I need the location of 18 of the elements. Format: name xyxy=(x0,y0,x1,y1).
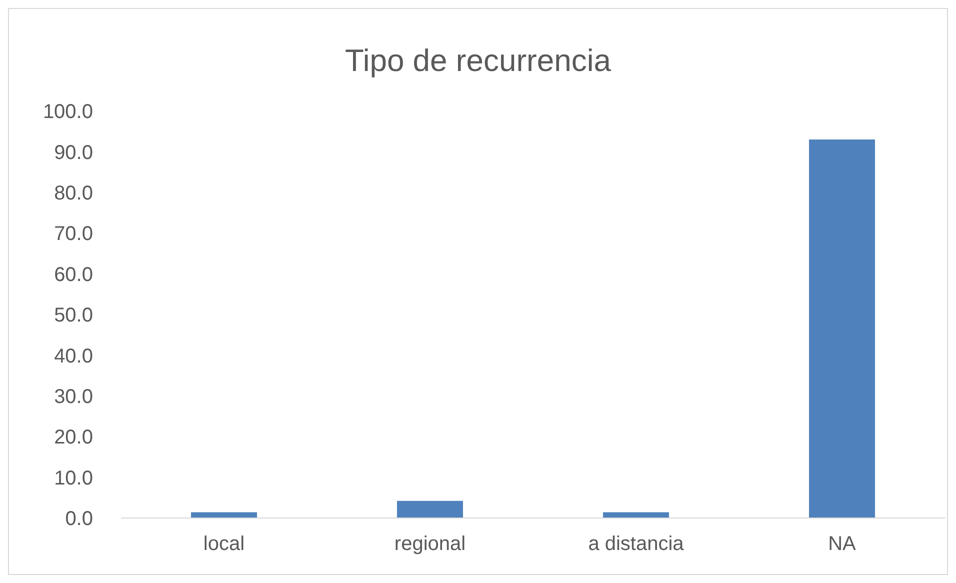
y-tick-label: 30.0 xyxy=(54,386,93,408)
x-tick-label: local xyxy=(203,533,245,556)
y-tick-label: 80.0 xyxy=(54,182,93,204)
chart-title: Tipo de recurrencia xyxy=(344,43,612,79)
x-tick-label: NA xyxy=(828,533,857,556)
x-tick-label: a distancia xyxy=(588,533,685,556)
y-tick-label: 90.0 xyxy=(54,142,93,164)
y-tick-label: 60.0 xyxy=(54,264,93,286)
y-tick-label: 10.0 xyxy=(54,467,93,490)
bar xyxy=(809,139,875,518)
x-tick-label: regional xyxy=(394,533,466,556)
y-tick-label: 100.0 xyxy=(42,101,93,124)
y-tick-label: 40.0 xyxy=(54,345,93,368)
y-tick-label: 0.0 xyxy=(65,508,93,530)
y-tick-label: 20.0 xyxy=(54,426,93,449)
bar xyxy=(397,500,463,518)
y-tick-label: 70.0 xyxy=(54,223,93,246)
y-tick-label: 50.0 xyxy=(54,304,93,327)
